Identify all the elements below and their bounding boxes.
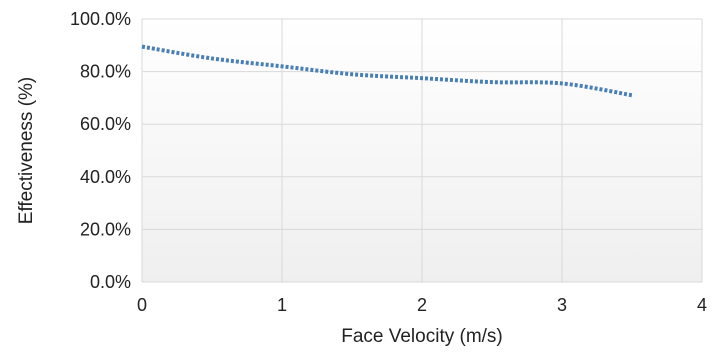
y-tick-label: 0.0% [90, 272, 131, 292]
y-tick-label: 40.0% [80, 167, 131, 187]
x-tick-label: 1 [277, 295, 287, 315]
y-axis-title: Effectiveness (%) [16, 77, 37, 224]
series-line [141, 44, 633, 98]
gridlines [141, 18, 703, 283]
x-tick-label: 2 [417, 295, 427, 315]
x-tick-label: 4 [697, 295, 707, 315]
tick-labels: 0.0% 20.0% 40.0% 60.0% 80.0% 100.0% 0 1 2 3 4 [70, 9, 707, 315]
y-tick-label: 60.0% [80, 114, 131, 134]
data-point [490, 80, 494, 84]
data-point [630, 93, 634, 97]
x-axis-title: Face Velocity (m/s) [341, 326, 503, 347]
y-tick-label: 100.0% [70, 9, 131, 29]
data-point [210, 56, 214, 60]
data-point [350, 72, 354, 76]
y-tick-label: 80.0% [80, 62, 131, 82]
y-tick-label: 20.0% [80, 219, 131, 239]
data-point [560, 81, 564, 85]
data-point [280, 64, 284, 68]
x-tick-label: 3 [557, 295, 567, 315]
data-point [140, 45, 144, 49]
x-tick-label: 0 [137, 295, 147, 315]
series-group [140, 44, 634, 98]
data-point [420, 76, 424, 80]
